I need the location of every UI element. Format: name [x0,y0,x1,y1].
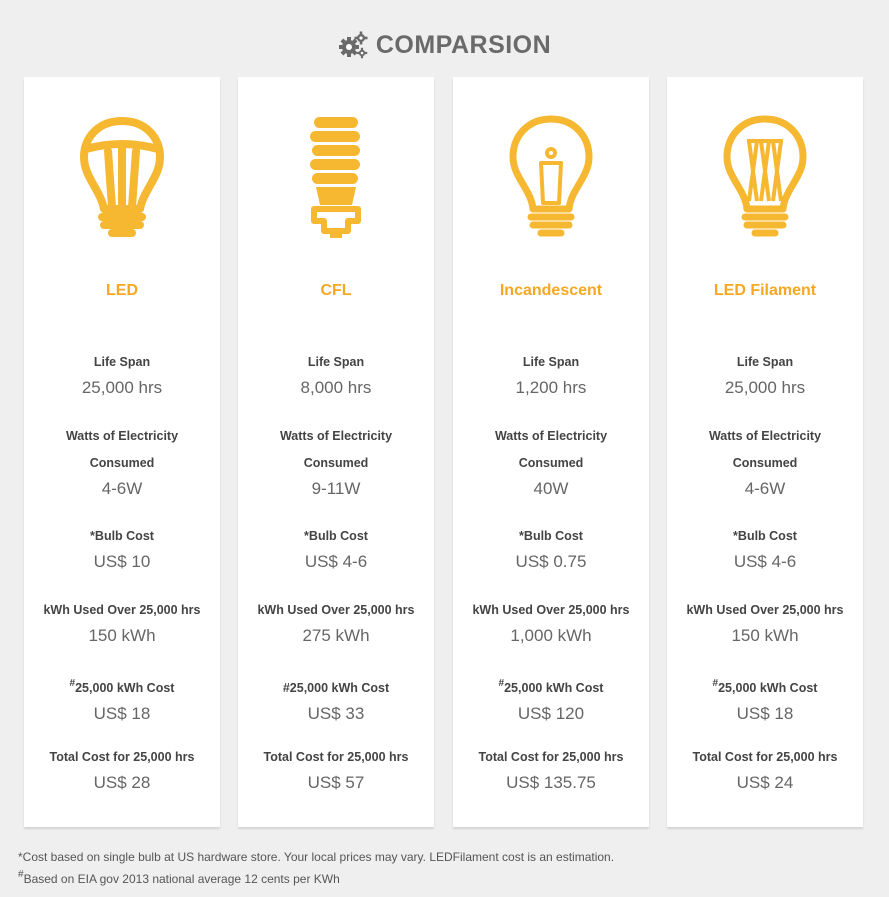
life-span-value: 1,200 hrs [453,378,649,398]
kwh-used-label: kWh Used Over 25,000 hrs [453,597,649,624]
watts-label-line1: Watts of Electricity [667,423,863,450]
kwh-used-label: kWh Used Over 25,000 hrs [238,597,434,624]
bulb-cost-label: *Bulb Cost [24,523,220,550]
total-cost-value: US$ 24 [667,773,863,793]
bulb-cost-value: US$ 4-6 [238,552,434,572]
bulb-name: LED Filament [667,282,863,300]
watts-value: 4-6W [24,479,220,499]
kwh-cost-value: US$ 18 [667,704,863,724]
bulb-name: CFL [238,282,434,300]
total-cost-label: Total Cost for 25,000 hrs [24,744,220,771]
total-cost-value: US$ 28 [24,773,220,793]
total-cost-value: US$ 135.75 [453,773,649,793]
led-filament-bulb-icon [715,111,815,241]
watts-value: 40W [453,479,649,499]
page-title-row: COMPARSION [0,30,889,60]
kwh-cost-value: US$ 120 [453,704,649,724]
total-cost-label: Total Cost for 25,000 hrs [667,744,863,771]
page-title: COMPARSION [376,31,551,60]
incandescent-bulb-icon [501,111,601,241]
bulb-cost-value: US$ 4-6 [667,552,863,572]
cost-footnote: *Cost based on single bulb at US hardwar… [18,849,614,866]
bulb-cost-value: US$ 10 [24,552,220,572]
bulb-card-led: LED Life Span 25,000 hrs Watts of Electr… [24,77,220,827]
bulb-cost-label: *Bulb Cost [238,523,434,550]
watts-value: 9-11W [238,479,434,499]
total-cost-value: US$ 57 [238,773,434,793]
bulb-card-incandescent: Incandescent Life Span 1,200 hrs Watts o… [453,77,649,827]
gears-icon [338,30,368,60]
kwh-used-label: kWh Used Over 25,000 hrs [24,597,220,624]
watts-value: 4-6W [667,479,863,499]
life-span-label: Life Span [453,349,649,376]
kwh-cost-label: #25,000 kWh Cost [453,670,649,702]
watts-label-line2: Consumed [667,450,863,477]
bulb-card-cfl: CFL Life Span 8,000 hrs Watts of Electri… [238,77,434,827]
kwh-used-value: 150 kWh [667,626,863,646]
watts-label-line2: Consumed [453,450,649,477]
watts-label-line2: Consumed [24,450,220,477]
kwh-cost-label: #25,000 kWh Cost [667,670,863,702]
kwh-cost-label: #25,000 kWh Cost [238,670,434,702]
kwh-used-value: 150 kWh [24,626,220,646]
life-span-label: Life Span [238,349,434,376]
watts-label-line1: Watts of Electricity [238,423,434,450]
life-span-label: Life Span [24,349,220,376]
bulb-card-led-filament: LED Filament Life Span 25,000 hrs Watts … [667,77,863,827]
life-span-label: Life Span [667,349,863,376]
life-span-value: 25,000 hrs [24,378,220,398]
bulb-cost-label: *Bulb Cost [667,523,863,550]
life-span-value: 8,000 hrs [238,378,434,398]
kwh-used-value: 275 kWh [238,626,434,646]
kwh-cost-label: #25,000 kWh Cost [24,670,220,702]
life-span-value: 25,000 hrs [667,378,863,398]
footnotes: *Cost based on single bulb at US hardwar… [18,849,614,888]
bulb-name: Incandescent [453,282,649,300]
kwh-cost-value: US$ 18 [24,704,220,724]
watts-label-line1: Watts of Electricity [24,423,220,450]
cfl-bulb-icon [286,111,386,241]
total-cost-label: Total Cost for 25,000 hrs [238,744,434,771]
bulb-name: LED [24,282,220,300]
eia-footnote: #Based on EIA gov 2013 national average … [18,866,614,888]
total-cost-label: Total Cost for 25,000 hrs [453,744,649,771]
watts-label-line1: Watts of Electricity [453,423,649,450]
bulb-cost-label: *Bulb Cost [453,523,649,550]
kwh-cost-value: US$ 33 [238,704,434,724]
watts-label-line2: Consumed [238,450,434,477]
kwh-used-label: kWh Used Over 25,000 hrs [667,597,863,624]
led-bulb-icon [72,111,172,241]
bulb-cost-value: US$ 0.75 [453,552,649,572]
kwh-used-value: 1,000 kWh [453,626,649,646]
